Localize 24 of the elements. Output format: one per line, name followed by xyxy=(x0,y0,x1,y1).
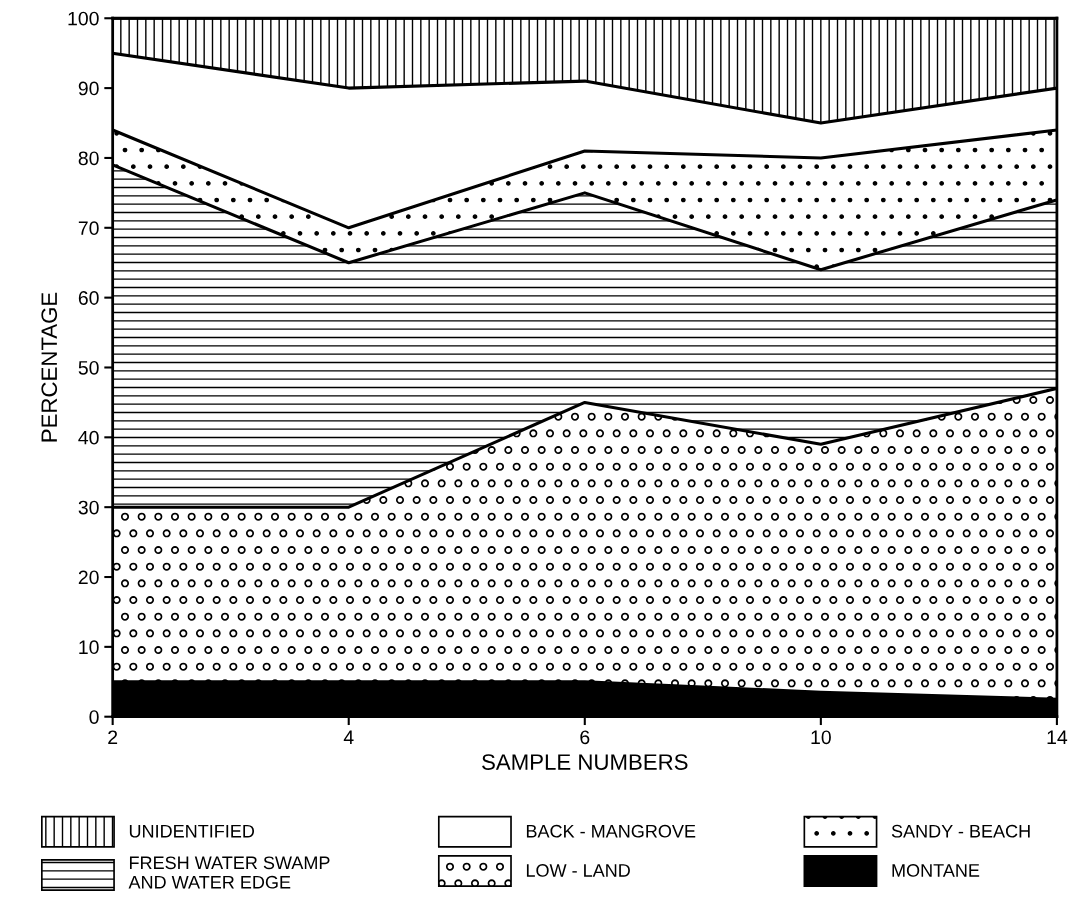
legend-label: LOW - LAND xyxy=(526,864,630,877)
x-axis-title: SAMPLE NUMBERS xyxy=(482,754,688,770)
legend-label: MONTANE xyxy=(892,864,980,877)
x-tick-label: 2 xyxy=(108,730,118,744)
y-tick-label: 100 xyxy=(68,11,99,26)
y-tick-label: 20 xyxy=(78,570,99,585)
y-tick-label: 60 xyxy=(78,291,99,305)
y-tick-label: 40 xyxy=(78,430,99,445)
legend-label: BACK - MANGROVE xyxy=(526,824,696,838)
x-tick-label: 10 xyxy=(811,730,831,745)
y-tick-label: 50 xyxy=(78,360,99,375)
y-tick-label: 90 xyxy=(78,81,99,96)
y-tick-label: 0 xyxy=(89,710,99,724)
x-tick-label: 14 xyxy=(1047,730,1068,744)
legend-label: FRESH WATER SWAMP AND WATER EDGE xyxy=(128,856,330,889)
legend-label: SANDY - BEACH xyxy=(891,824,1030,838)
y-axis-title: PERCENTAGE xyxy=(41,292,58,442)
y-tick-label: 30 xyxy=(78,500,99,515)
x-tick-label: 6 xyxy=(580,730,590,745)
y-tick-label: 10 xyxy=(79,640,99,655)
legend-label: UNIDENTIFIED xyxy=(129,824,255,838)
y-tick-label: 80 xyxy=(78,151,99,166)
y-tick-label: 70 xyxy=(78,221,99,236)
x-tick-label: 4 xyxy=(343,730,354,744)
